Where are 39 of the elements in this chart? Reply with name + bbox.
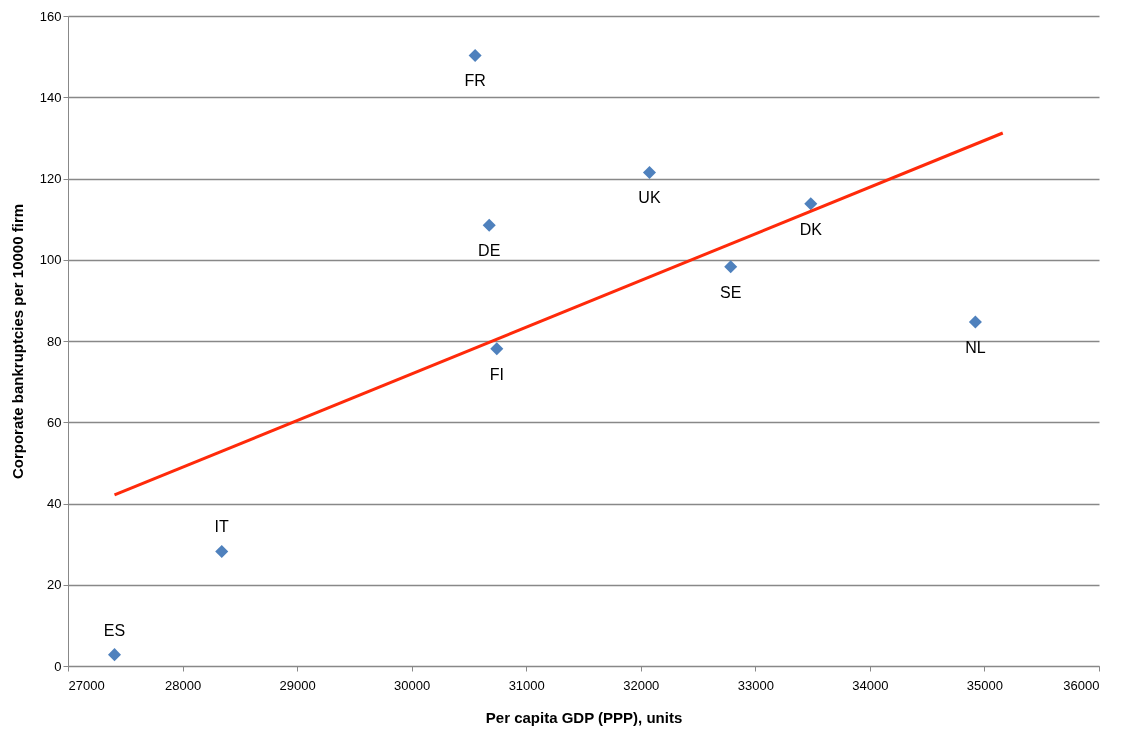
x-tick-label: 33000 bbox=[737, 677, 774, 693]
point bbox=[482, 218, 496, 232]
point bbox=[107, 648, 122, 662]
annotation: NL bbox=[965, 338, 986, 356]
point bbox=[804, 197, 818, 211]
x-tick-label: 27000 bbox=[68, 677, 105, 693]
y-tick-label: 0 bbox=[54, 658, 62, 674]
y-tick-label: 140 bbox=[39, 89, 62, 105]
y-tick-label: 100 bbox=[39, 252, 62, 268]
annotation: DE bbox=[478, 242, 501, 260]
annotation: DK bbox=[799, 220, 823, 238]
y-tick-label: 160 bbox=[39, 8, 62, 24]
y-axis-title: Corporate bankruptcies per 10000 firm bbox=[8, 203, 26, 480]
point bbox=[468, 48, 482, 62]
x-tick-label: 36000 bbox=[1063, 677, 1100, 693]
y-tick-label: 60 bbox=[47, 414, 62, 430]
x-axis-title: Per capita GDP (PPP), units bbox=[485, 708, 683, 726]
x-tick-label: 34000 bbox=[852, 677, 889, 693]
x-tick-label: 32000 bbox=[623, 677, 660, 693]
x-tick-label: 31000 bbox=[508, 677, 545, 693]
annotation: IT bbox=[214, 518, 230, 536]
point bbox=[215, 544, 229, 558]
annotation: FI bbox=[489, 365, 504, 383]
y-tick-label: 40 bbox=[47, 496, 62, 511]
x-tick-label: 28000 bbox=[164, 677, 202, 693]
annotation: SE bbox=[720, 283, 742, 301]
y-tick-label: 120 bbox=[39, 171, 62, 186]
y-tick-label: 20 bbox=[47, 577, 62, 593]
x-tick-label: 29000 bbox=[279, 677, 316, 693]
point bbox=[968, 315, 982, 329]
annotation: UK bbox=[638, 189, 661, 207]
x-tick-label: 30000 bbox=[394, 677, 431, 693]
point bbox=[490, 342, 504, 356]
annotation: ES bbox=[103, 621, 126, 639]
point bbox=[724, 260, 738, 274]
y-tick-label: 80 bbox=[47, 333, 62, 349]
point bbox=[642, 165, 656, 179]
x-tick-label: 35000 bbox=[966, 677, 1004, 693]
annotation: FR bbox=[464, 72, 486, 90]
